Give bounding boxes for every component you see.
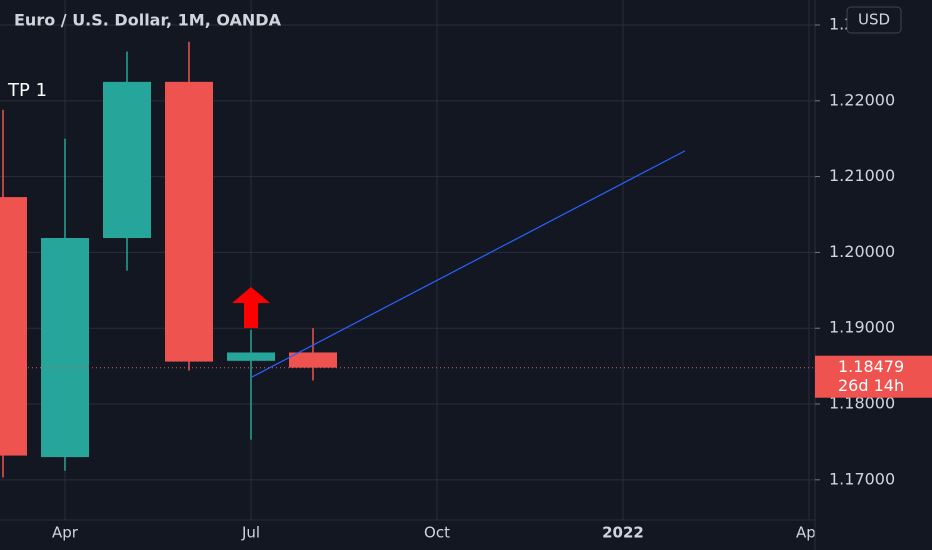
candle-body xyxy=(289,352,337,368)
currency-label[interactable]: USD xyxy=(858,11,890,29)
candle-body xyxy=(227,352,275,361)
y-tick-label: 1.19000 xyxy=(829,318,895,337)
last-price-box xyxy=(815,355,932,398)
candle-body xyxy=(165,81,213,362)
candle-body xyxy=(103,81,151,239)
y-tick-label: 1.18000 xyxy=(829,394,895,413)
chart-title: Euro / U.S. Dollar, 1M, OANDA xyxy=(14,11,282,30)
up-arrow xyxy=(232,287,270,328)
grid xyxy=(0,0,815,520)
candle-body xyxy=(41,238,89,458)
plot-area xyxy=(0,41,815,478)
last-price-label: 1.18479 xyxy=(838,357,904,376)
annotation-text: TP 1 xyxy=(7,80,47,101)
x-tick-label: Oct xyxy=(424,524,450,542)
countdown-label: 26d 14h xyxy=(838,376,904,395)
candle-body xyxy=(0,197,27,456)
currency-button[interactable] xyxy=(846,6,902,34)
y-tick-label: 1.22000 xyxy=(829,90,895,109)
y-tick-label: 1.17000 xyxy=(829,469,895,488)
x-tick-label: Jul xyxy=(241,524,260,542)
y-axis: 1.17000 1.18000 1.19000 1.20000 1.21000 1.220… xyxy=(815,15,895,488)
y-tick-label: 1.21000 xyxy=(829,166,895,185)
price-axis-panel xyxy=(815,0,932,550)
x-tick-label: Apr xyxy=(52,524,79,542)
trend-line xyxy=(250,150,686,379)
y-tick-label: 1.20000 xyxy=(829,242,895,261)
x-tick-label: 2022 xyxy=(602,524,644,542)
